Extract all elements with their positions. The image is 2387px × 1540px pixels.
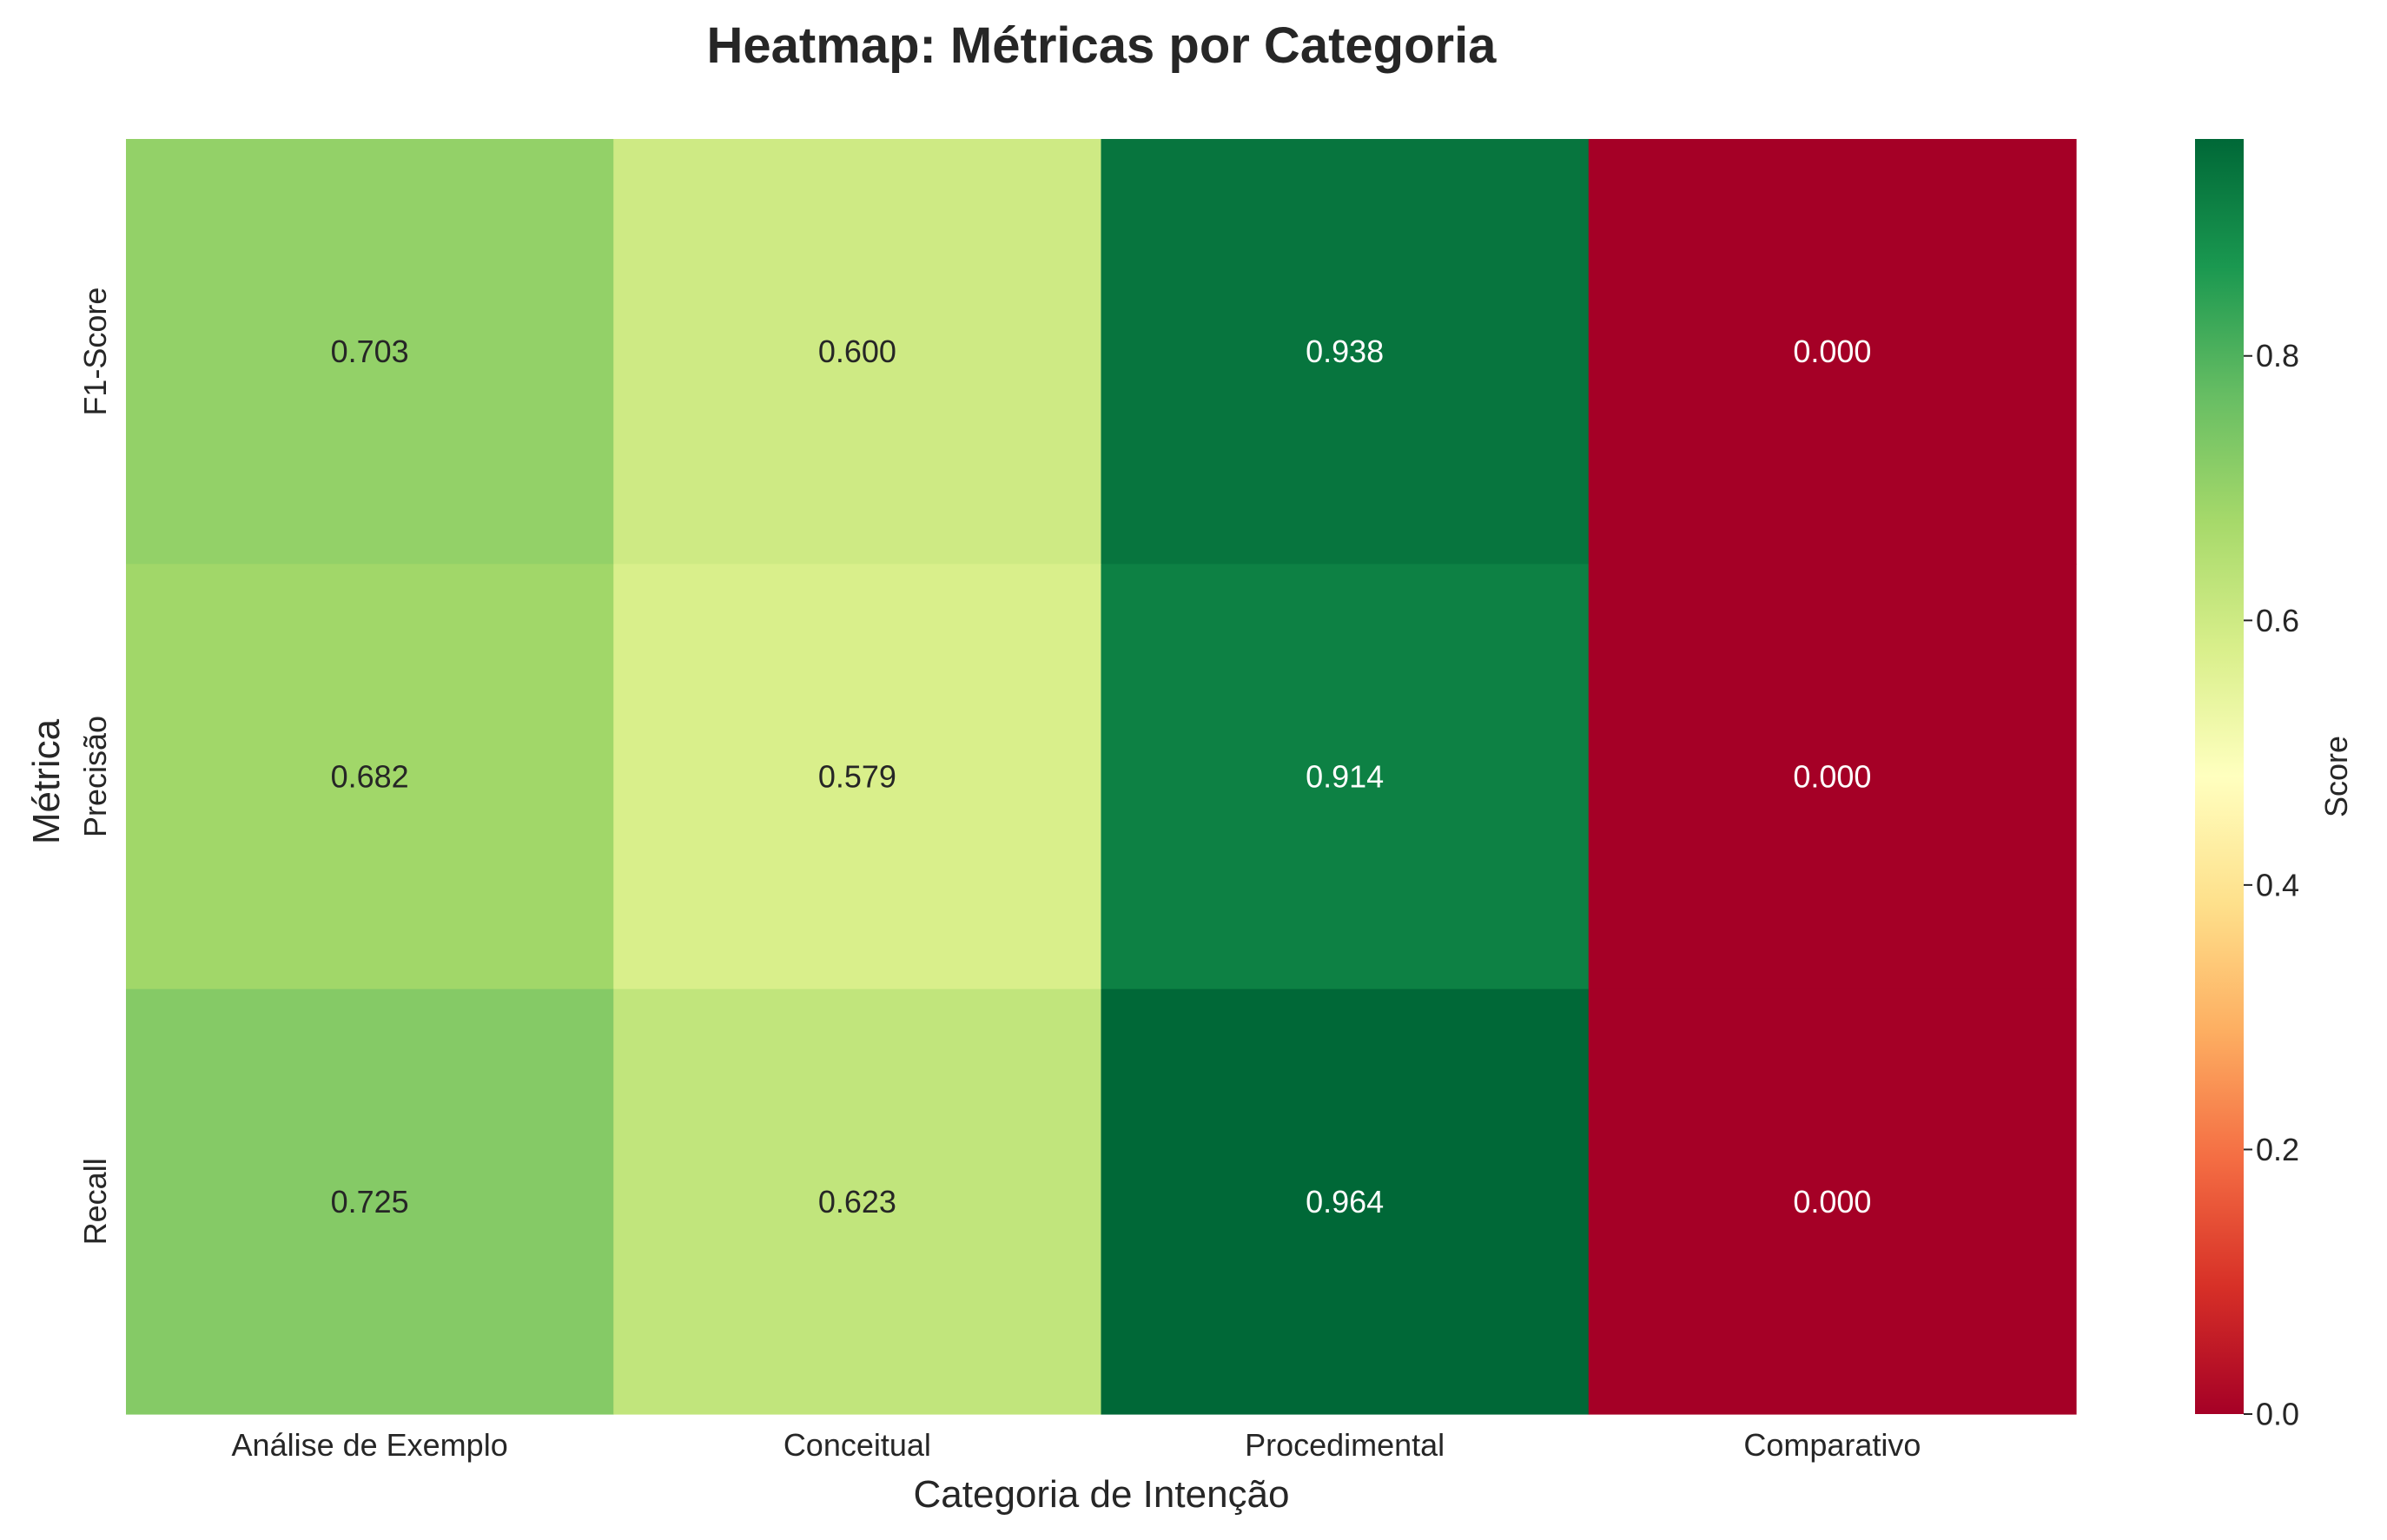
- cell-value-label: 0.938: [1306, 334, 1384, 369]
- heatmap-cell: [613, 139, 1102, 565]
- colorbar-tick-label: 0.0: [2256, 1397, 2299, 1432]
- x-tick-label: Análise de Exemplo: [232, 1427, 508, 1463]
- x-axis-label: Categoria de Intenção: [914, 1473, 1290, 1516]
- y-tick-label: F1-Score: [77, 288, 113, 416]
- colorbar: [2195, 139, 2244, 1414]
- heatmap-cell: [1101, 564, 1590, 990]
- y-axis-label: Métrica: [25, 718, 68, 844]
- heatmap-cell-labels: 0.703 0.600 0.938 0.000 0.682 0.579 0.914 0.000…: [331, 334, 1872, 1219]
- heatmap-cell: [613, 988, 1102, 1415]
- cell-value-label: 0.914: [1306, 759, 1384, 795]
- x-axis-tick-labels: Análise de Exemplo Conceitual Procedimenta…: [232, 1427, 1921, 1463]
- y-tick-label: Recall: [77, 1158, 113, 1245]
- heatmap-cell: [1588, 139, 2077, 565]
- y-tick-label: Precisão: [77, 716, 113, 837]
- colorbar-tick-label: 0.8: [2256, 338, 2299, 373]
- heatmap-cell: [1101, 139, 1590, 565]
- heatmap-cells: [126, 139, 2077, 1415]
- heatmap-cell: [1588, 988, 2077, 1415]
- x-tick-label: Comparativo: [1743, 1427, 1921, 1463]
- colorbar-label: Score: [2318, 736, 2354, 817]
- chart-title: Heatmap: Métricas por Categoria: [707, 17, 1498, 74]
- heatmap-cell: [126, 139, 614, 565]
- colorbar-tick-label: 0.4: [2256, 867, 2299, 902]
- heatmap-cell: [126, 988, 614, 1415]
- heatmap-cell: [126, 564, 614, 990]
- cell-value-label: 0.000: [1793, 1184, 1871, 1219]
- colorbar-ticks: 0.0 0.2 0.4 0.6 0.8: [2244, 338, 2299, 1432]
- cell-value-label: 0.623: [818, 1184, 896, 1219]
- cell-value-label: 0.000: [1793, 759, 1871, 795]
- cell-value-label: 0.579: [818, 759, 896, 795]
- cell-value-label: 0.725: [331, 1184, 409, 1219]
- cell-value-label: 0.964: [1306, 1184, 1384, 1219]
- heatmap-cell: [1101, 988, 1590, 1415]
- colorbar-tick-label: 0.2: [2256, 1132, 2299, 1167]
- heatmap-cell: [613, 564, 1102, 990]
- y-axis-tick-labels: F1-Score Precisão Recall: [77, 288, 113, 1246]
- cell-value-label: 0.600: [818, 334, 896, 369]
- cell-value-label: 0.703: [331, 334, 409, 369]
- heatmap-cell: [1588, 564, 2077, 990]
- colorbar-tick-label: 0.6: [2256, 603, 2299, 638]
- x-tick-label: Procedimental: [1245, 1427, 1445, 1463]
- cell-value-label: 0.000: [1793, 334, 1871, 369]
- x-tick-label: Conceitual: [784, 1427, 931, 1463]
- cell-value-label: 0.682: [331, 759, 409, 795]
